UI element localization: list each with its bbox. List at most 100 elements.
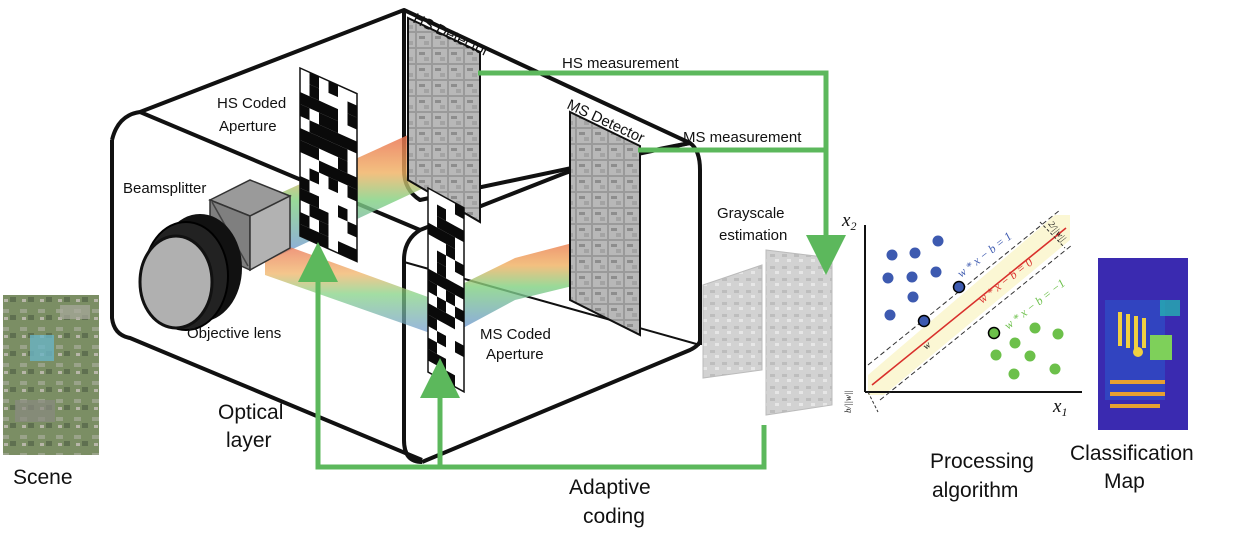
aperture-cell [455, 283, 464, 300]
objective-lens [138, 214, 242, 331]
aperture-cell [328, 164, 338, 182]
aperture-cell [300, 224, 310, 241]
aperture-cell [428, 303, 437, 320]
svm-point-green [990, 349, 1002, 361]
aperture-cell [428, 222, 437, 239]
aperture-cell [347, 221, 357, 238]
svm-support-vector-blue [952, 280, 966, 294]
svm-point-green [1008, 368, 1020, 380]
aperture-cell [319, 220, 329, 237]
svm-point-blue [882, 272, 894, 284]
svm-support-vector-green [987, 326, 1001, 340]
aperture-cell [328, 116, 338, 134]
aperture-cell [309, 144, 319, 161]
aperture-cell [437, 296, 446, 313]
svm-point-blue [884, 309, 896, 321]
aperture-cell [328, 176, 338, 194]
aperture-cell [455, 202, 464, 220]
aperture-cell [446, 278, 455, 295]
hs-coded-aperture-label-2: Aperture [219, 118, 277, 135]
beamsplitter-label: Beamsplitter [123, 180, 206, 197]
svm-support-vector-blue [917, 314, 931, 328]
aperture-cell [338, 169, 348, 186]
aperture-cell [309, 84, 319, 101]
aperture-cell [300, 140, 310, 157]
aperture-cell [446, 243, 455, 261]
hs-measurement-label: HS measurement [562, 55, 680, 72]
svm-y-axis-label: x2 [841, 210, 856, 233]
aperture-cell [309, 72, 319, 89]
svm-green-points [987, 322, 1064, 380]
svm-x-axis-label: x1 [1052, 396, 1067, 419]
aperture-cell [309, 96, 319, 113]
aperture-cell [309, 132, 319, 149]
svm-point-blue [930, 266, 942, 278]
ms-coded-aperture-label-1: MS Coded [480, 326, 551, 343]
aperture-cell [328, 104, 338, 122]
aperture-cell [428, 280, 437, 297]
svm-point-green [1009, 337, 1021, 349]
hs-detector [407, 16, 481, 224]
aperture-cell [319, 124, 329, 141]
svm-point-blue [907, 291, 919, 303]
aperture-cell [437, 261, 446, 279]
aperture-cell [309, 228, 319, 245]
aperture-cell [328, 128, 338, 146]
aperture-cell [300, 92, 310, 109]
aperture-cell [446, 232, 455, 249]
svm-point-blue [909, 247, 921, 259]
aperture-cell [300, 176, 310, 193]
aperture-cell [347, 173, 357, 190]
aperture-cell [446, 220, 455, 238]
ms-coded-aperture [427, 186, 465, 394]
aperture-cell [319, 136, 329, 153]
aperture-cell [455, 225, 464, 243]
aperture-cell [455, 306, 464, 323]
classification-label-2: Map [1104, 470, 1145, 493]
aperture-cell [309, 168, 319, 185]
adaptive-coding-arrows [298, 242, 767, 470]
aperture-cell [338, 145, 348, 162]
adaptive-coding-label-2: coding [583, 505, 645, 528]
objective-lens-label: Objective lens [187, 325, 281, 342]
aperture-cell [328, 140, 338, 158]
aperture-cell [319, 100, 329, 117]
svm-blue-points [882, 235, 966, 328]
aperture-cell [347, 185, 357, 202]
scene-image [3, 295, 99, 455]
aperture-cell [319, 112, 329, 129]
aperture-cell [455, 340, 464, 358]
svm-offset-label: b/||w|| [843, 390, 853, 413]
aperture-cell [437, 307, 446, 325]
aperture-cell [347, 113, 357, 130]
aperture-cell [446, 289, 455, 307]
svm-offset-extent [867, 391, 879, 413]
aperture-cell [428, 314, 437, 331]
hs-coded-aperture-label-1: HS Coded [217, 95, 286, 112]
hs-measurement-arrow [478, 70, 846, 275]
svm-point-blue [906, 271, 918, 283]
aperture-cell [437, 215, 446, 233]
aperture-cell [300, 128, 310, 145]
processing-label-1: Processing [930, 450, 1034, 473]
svm-point-green [1024, 350, 1036, 362]
aperture-cell [437, 227, 446, 244]
aperture-cell [300, 212, 310, 229]
aperture-cell [300, 188, 310, 205]
svm-margin-extent [1039, 221, 1066, 249]
aperture-cell [309, 204, 319, 221]
aperture-cell [309, 192, 319, 209]
svm-plot: x1 x2 w * x − b = 1 w * x − b = 0 w * x … [841, 209, 1082, 419]
aperture-cell [347, 101, 357, 118]
svm-point-blue [886, 249, 898, 261]
grayscale-label-2: estimation [719, 227, 787, 244]
aperture-cell [338, 133, 348, 150]
aperture-cell [338, 241, 348, 258]
aperture-cell [319, 208, 329, 225]
aperture-cell [338, 205, 348, 222]
ms-measurement-label: MS measurement [683, 129, 802, 146]
aperture-cell [437, 273, 446, 290]
svm-point-green [1049, 363, 1061, 375]
svm-lower-margin-line [879, 244, 1073, 401]
